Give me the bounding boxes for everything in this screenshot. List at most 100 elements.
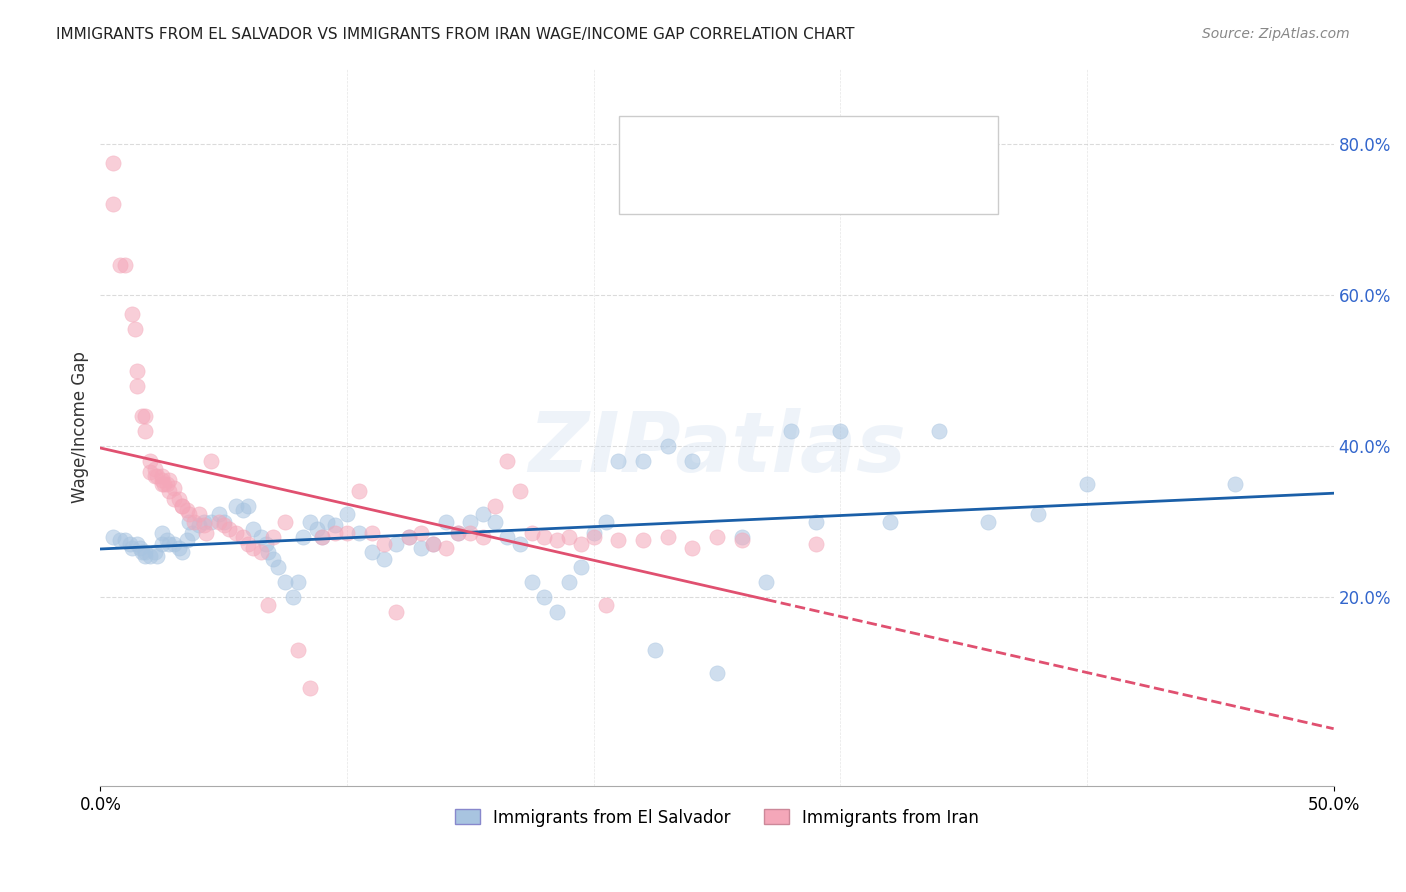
Point: [218, 522, 240, 536]
Point: [208, 515, 231, 529]
Point: [143, 545, 166, 559]
Point: [631, 454, 654, 468]
Text: Source: ZipAtlas.com: Source: ZipAtlas.com: [1202, 27, 1350, 41]
Point: [780, 424, 803, 438]
Point: [124, 322, 146, 336]
Point: [108, 533, 131, 548]
Point: [146, 549, 169, 563]
Point: [134, 409, 156, 423]
Point: [755, 574, 778, 589]
Point: [188, 518, 211, 533]
Point: [225, 500, 247, 514]
Point: [706, 530, 728, 544]
Point: [225, 525, 247, 540]
Point: [254, 537, 277, 551]
Point: [200, 515, 222, 529]
Point: [156, 476, 179, 491]
Point: [496, 454, 519, 468]
Point: [143, 461, 166, 475]
Point: [200, 454, 222, 468]
Point: [558, 530, 581, 544]
Point: [398, 530, 420, 544]
Text: R = -0.080   N = 79: R = -0.080 N = 79: [685, 176, 876, 194]
Point: [150, 469, 173, 483]
Point: [398, 530, 420, 544]
Point: [193, 518, 215, 533]
Point: [706, 665, 728, 680]
Point: [520, 525, 543, 540]
Point: [157, 537, 180, 551]
Point: [879, 515, 901, 529]
Point: [484, 515, 506, 529]
Point: [212, 518, 235, 533]
Point: [520, 574, 543, 589]
Point: [607, 454, 630, 468]
Point: [595, 598, 617, 612]
Point: [238, 537, 260, 551]
Point: [131, 409, 153, 423]
Point: [212, 515, 235, 529]
Point: [681, 454, 703, 468]
Bar: [633, 169, 669, 201]
Point: [176, 503, 198, 517]
Point: [582, 530, 605, 544]
Point: [134, 424, 156, 438]
Point: [179, 507, 201, 521]
Point: [434, 515, 457, 529]
Point: [373, 537, 395, 551]
Text: IMMIGRANTS FROM EL SALVADOR VS IMMIGRANTS FROM IRAN WAGE/INCOME GAP CORRELATION : IMMIGRANTS FROM EL SALVADOR VS IMMIGRANT…: [56, 27, 855, 42]
Point: [323, 525, 346, 540]
Point: [157, 484, 180, 499]
Point: [232, 503, 254, 517]
Point: [108, 258, 131, 272]
Point: [311, 530, 333, 544]
Point: [471, 507, 494, 521]
Bar: [633, 129, 669, 161]
Point: [385, 537, 408, 551]
Point: [131, 545, 153, 559]
Point: [101, 530, 124, 544]
Point: [373, 552, 395, 566]
Point: [267, 559, 290, 574]
Point: [447, 525, 470, 540]
Point: [509, 484, 531, 499]
Point: [128, 541, 150, 555]
Point: [127, 378, 149, 392]
Point: [385, 605, 408, 619]
Point: [153, 476, 176, 491]
Point: [631, 533, 654, 548]
Point: [291, 530, 314, 544]
Point: [422, 537, 444, 551]
Point: [249, 530, 271, 544]
Point: [134, 545, 156, 559]
Point: [150, 476, 173, 491]
Point: [298, 515, 321, 529]
Point: [274, 574, 297, 589]
Point: [170, 500, 193, 514]
Text: ZIPatlas: ZIPatlas: [529, 409, 905, 489]
Point: [242, 541, 264, 555]
Point: [232, 530, 254, 544]
Point: [1223, 476, 1246, 491]
Point: [681, 541, 703, 555]
Point: [143, 469, 166, 483]
Point: [509, 537, 531, 551]
Point: [360, 545, 382, 559]
Point: [582, 525, 605, 540]
Y-axis label: Wage/Income Gap: Wage/Income Gap: [72, 351, 89, 503]
Point: [170, 500, 193, 514]
Point: [804, 537, 827, 551]
Point: [183, 515, 205, 529]
Point: [101, 156, 124, 170]
Point: [484, 500, 506, 514]
Point: [1026, 507, 1049, 521]
Point: [138, 549, 160, 563]
Point: [150, 525, 173, 540]
Point: [533, 530, 555, 544]
Point: [195, 525, 218, 540]
Point: [138, 454, 160, 468]
Point: [180, 525, 202, 540]
Point: [134, 549, 156, 563]
Point: [157, 473, 180, 487]
Point: [460, 515, 482, 529]
